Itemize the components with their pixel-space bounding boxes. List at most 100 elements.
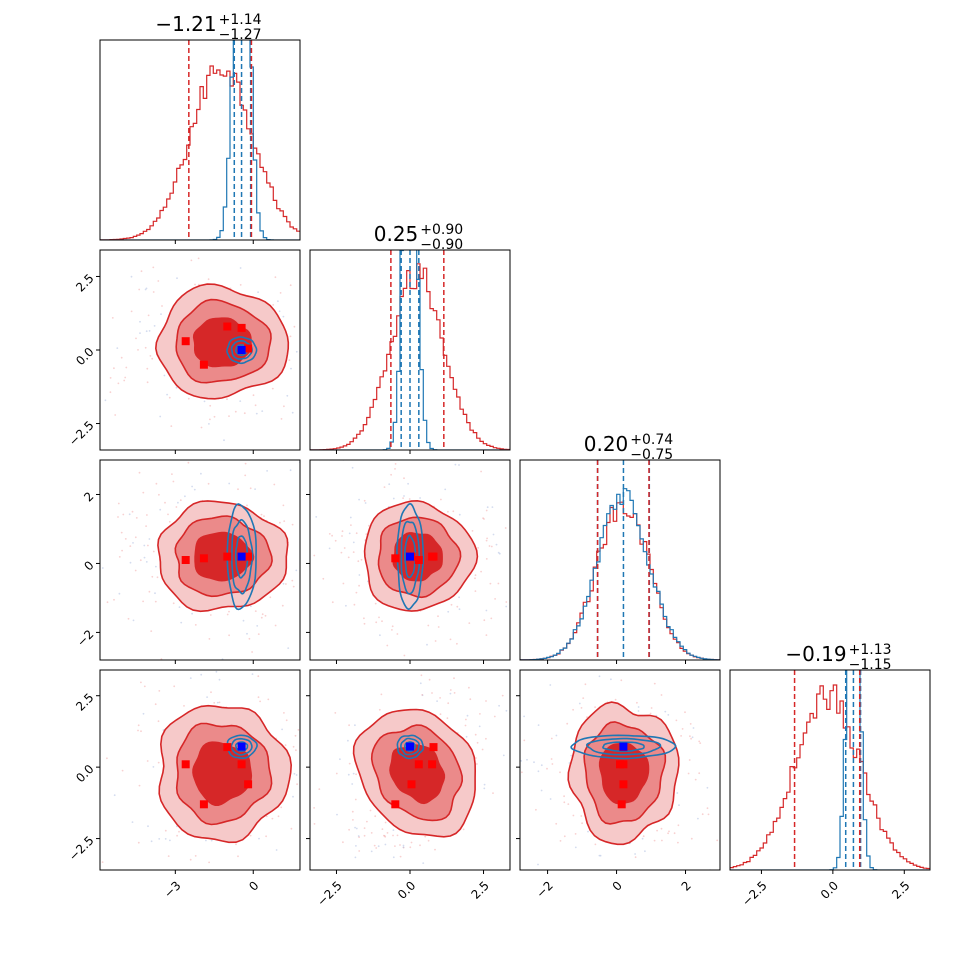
sample-dot-2-0-177 bbox=[178, 606, 181, 608]
sample-dot-2-0-47 bbox=[127, 617, 130, 620]
sample-dot-2-1-80 bbox=[360, 558, 363, 561]
sample-dot-2-1-145 bbox=[477, 547, 479, 549]
sample-dot-1-0-164 bbox=[109, 391, 112, 394]
sample-dot-1-0-40 bbox=[170, 425, 173, 427]
sample-dot-2-1-68 bbox=[403, 477, 405, 480]
sample-dot-2-0-96 bbox=[242, 619, 245, 622]
sample-dot-3-2-172 bbox=[688, 759, 691, 761]
sample-dot-3-2-134 bbox=[572, 814, 575, 817]
sample-dot-1-0-232 bbox=[161, 305, 163, 307]
sample-dot-2-0-208 bbox=[244, 462, 247, 465]
sample-dot-3-2-12 bbox=[568, 762, 571, 764]
sample-dot-3-2-255 bbox=[678, 804, 680, 806]
sample-dot-2-0-138 bbox=[129, 561, 132, 564]
sample-dot-3-2-231 bbox=[549, 684, 552, 686]
sample-dot-2-1-206 bbox=[368, 524, 370, 527]
sample-dot-3-0-176 bbox=[271, 817, 274, 820]
sample-dot-2-0-52 bbox=[251, 651, 254, 653]
sample-dot-3-1-220 bbox=[313, 823, 316, 825]
sample-dot-2-0-55 bbox=[139, 559, 142, 562]
sample-dot-2-0-9 bbox=[228, 482, 231, 485]
sample-dot-2-1-194 bbox=[322, 577, 325, 580]
sample-dot-2-1-26 bbox=[480, 570, 482, 573]
marker-blue-2-1-0 bbox=[406, 552, 414, 561]
sample-dot-2-1-157 bbox=[434, 640, 437, 642]
sample-dot-2-1-245 bbox=[483, 518, 485, 520]
sample-dot-3-2-144 bbox=[598, 854, 601, 857]
sample-dot-3-0-39 bbox=[169, 839, 171, 842]
contour-blue-2-0-1 bbox=[231, 518, 254, 595]
sample-dot-3-2-72 bbox=[523, 715, 525, 718]
sample-dot-3-2-92 bbox=[699, 742, 702, 744]
sample-dot-2-1-203 bbox=[474, 574, 477, 577]
sample-dot-2-0-246 bbox=[200, 472, 202, 475]
sample-dot-3-2-149 bbox=[614, 698, 617, 701]
sample-dot-3-1-230 bbox=[493, 715, 496, 718]
title-2: 0.20 bbox=[584, 432, 629, 456]
sample-dot-3-1-183 bbox=[402, 846, 405, 849]
title-plus-0: +1.14 bbox=[219, 12, 262, 28]
sample-dot-1-0-64 bbox=[187, 397, 190, 400]
sample-dot-1-0-112 bbox=[152, 291, 155, 293]
sample-dot-3-2-257 bbox=[680, 735, 682, 737]
title-0: −1.21 bbox=[155, 12, 216, 36]
sample-dot-2-1-171 bbox=[505, 605, 508, 608]
sample-dot-3-2-107 bbox=[523, 739, 526, 742]
sample-dot-2-1-12 bbox=[379, 634, 381, 637]
sample-dot-2-0-214 bbox=[291, 579, 294, 582]
sample-dot-3-2-17 bbox=[668, 830, 670, 833]
sample-dot-3-1-20 bbox=[479, 713, 481, 715]
axes-frame-3-3 bbox=[729, 669, 931, 871]
sample-dot-2-0-116 bbox=[187, 461, 190, 464]
sample-dot-3-1-38 bbox=[313, 807, 315, 809]
sample-dot-3-1-45 bbox=[351, 783, 354, 785]
marker-red-2-1-1 bbox=[391, 554, 400, 563]
sample-dot-2-0-245 bbox=[291, 523, 294, 526]
sample-dot-3-0-124 bbox=[277, 815, 280, 818]
sample-dot-3-1-247 bbox=[394, 845, 396, 847]
sample-dot-2-1-166 bbox=[471, 530, 474, 532]
sample-dot-3-1-116 bbox=[334, 712, 337, 714]
sample-dot-3-2-129 bbox=[598, 675, 601, 678]
sample-dot-2-1-119 bbox=[331, 601, 334, 604]
sample-dot-1-0-191 bbox=[243, 412, 246, 415]
marker-red-3-1-1 bbox=[391, 800, 400, 809]
sample-dot-1-0-3 bbox=[176, 277, 178, 280]
marker-red-2-0-1 bbox=[199, 554, 208, 563]
sample-dot-3-2-86 bbox=[594, 843, 597, 846]
sample-dot-2-0-84 bbox=[154, 592, 156, 595]
sample-dot-2-1-81 bbox=[345, 604, 347, 607]
sample-dot-3-2-207 bbox=[667, 714, 670, 716]
sample-dot-1-0-62 bbox=[213, 415, 216, 418]
sample-dot-3-2-102 bbox=[706, 786, 709, 789]
sample-dot-3-0-246 bbox=[210, 839, 213, 842]
sample-dot-3-1-157 bbox=[354, 798, 357, 801]
sample-dot-2-1-0 bbox=[358, 574, 361, 576]
sample-dot-3-1-256 bbox=[342, 841, 344, 844]
sample-dot-3-0-50 bbox=[297, 729, 300, 731]
marker-red-1-0-0 bbox=[181, 337, 190, 346]
sample-dot-2-1-209 bbox=[334, 539, 337, 542]
sample-dot-3-0-259 bbox=[295, 749, 297, 752]
sample-dot-2-1-49 bbox=[357, 560, 360, 563]
sample-dot-2-1-200 bbox=[437, 626, 440, 628]
sample-dot-3-2-185 bbox=[707, 813, 710, 816]
sample-dot-3-2-15 bbox=[533, 761, 535, 764]
sample-dot-2-1-173 bbox=[497, 582, 500, 585]
sample-dot-3-0-153 bbox=[281, 728, 283, 731]
sample-dot-1-0-235 bbox=[124, 376, 127, 379]
sample-dot-3-0-62 bbox=[106, 757, 108, 760]
sample-dot-2-0-196 bbox=[152, 550, 155, 553]
panel-group-2-0 bbox=[101, 461, 300, 660]
sample-dot-3-0-147 bbox=[215, 670, 218, 673]
sample-dot-1-0-216 bbox=[277, 300, 279, 303]
sample-dot-3-0-168 bbox=[176, 825, 178, 828]
marker-red-1-0-1 bbox=[199, 360, 208, 369]
sample-dot-3-1-243 bbox=[392, 829, 395, 831]
sample-dot-2-1-3 bbox=[485, 609, 488, 612]
sample-dot-1-0-127 bbox=[113, 367, 115, 370]
sample-dot-3-1-200 bbox=[434, 848, 436, 851]
sample-dot-3-1-150 bbox=[339, 758, 341, 761]
marker-red-2-1-0 bbox=[414, 556, 423, 564]
